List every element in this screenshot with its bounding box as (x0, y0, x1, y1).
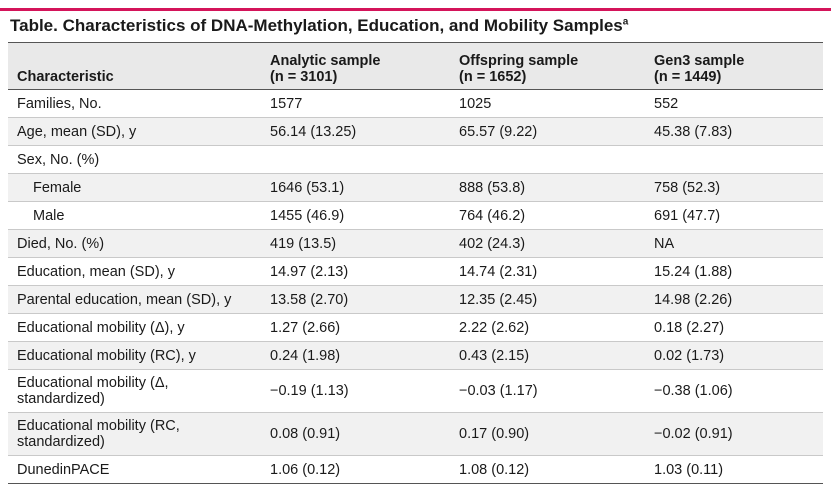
row-label: Education, mean (SD), y (17, 263, 175, 280)
cell-offspring: 402 (24.3) (459, 235, 526, 252)
table-row: Educational mobility (RC, standardized) … (8, 413, 823, 456)
accent-rule (0, 8, 831, 11)
cell-gen3 (654, 146, 819, 173)
cell-gen3: 15.24 (1.88) (654, 263, 733, 280)
table-row: Educational mobility (RC), y 0.24 (1.98)… (8, 342, 823, 370)
row-label: Male (33, 207, 65, 224)
row-label: Educational mobility (Δ, standardized) (17, 375, 169, 407)
cell-gen3: 691 (47.7) (654, 207, 721, 224)
cell-offspring: 0.17 (0.90) (459, 426, 530, 442)
cell-analytic: 1455 (46.9) (270, 207, 345, 224)
cell-analytic: −0.19 (1.13) (270, 383, 349, 399)
cell-gen3: 0.18 (2.27) (654, 319, 725, 336)
table-row: Sex, No. (%) (8, 146, 823, 174)
table-row: Educational mobility (Δ), y 1.27 (2.66) … (8, 314, 823, 342)
row-label: Female (33, 179, 82, 196)
cell-analytic (270, 146, 450, 173)
cell-offspring: 764 (46.2) (459, 207, 526, 224)
header-gen3-sample: Gen3 sample (n = 1449) (654, 53, 745, 85)
table-row: Education, mean (SD), y 14.97 (2.13) 14.… (8, 258, 823, 286)
row-label: Died, No. (%) (17, 235, 105, 252)
table-row: Male 1455 (46.9) 764 (46.2) 691 (47.7) (8, 202, 823, 230)
cell-gen3: 45.38 (7.83) (654, 123, 733, 140)
cell-gen3: 14.98 (2.26) (654, 291, 733, 308)
cell-offspring (459, 146, 639, 173)
row-label: Age, mean (SD), y (17, 123, 137, 140)
cell-offspring: 12.35 (2.45) (459, 291, 538, 308)
table-row: Families, No. 1577 1025 552 (8, 90, 823, 118)
cell-offspring: 14.74 (2.31) (459, 263, 538, 280)
cell-analytic: 1.27 (2.66) (270, 319, 341, 336)
cell-analytic: 14.97 (2.13) (270, 263, 349, 280)
cell-analytic: 1646 (53.1) (270, 179, 345, 196)
cell-offspring: −0.03 (1.17) (459, 383, 538, 399)
row-label: Sex, No. (%) (17, 151, 100, 168)
cell-gen3: −0.38 (1.06) (654, 383, 733, 399)
cell-gen3: 758 (52.3) (654, 179, 721, 196)
header-offspring-sample: Offspring sample (n = 1652) (459, 53, 579, 85)
row-label: Educational mobility (RC), y (17, 347, 196, 364)
cell-offspring: 2.22 (2.62) (459, 319, 530, 336)
table-row: Age, mean (SD), y 56.14 (13.25) 65.57 (9… (8, 118, 823, 146)
title-divider (8, 42, 823, 43)
row-label: Educational mobility (Δ), y (17, 319, 185, 336)
cell-analytic: 0.08 (0.91) (270, 426, 341, 442)
table-header: Characteristic Analytic sample (n = 3101… (8, 43, 823, 90)
table-title: Table. Characteristics of DNA-Methylatio… (10, 16, 629, 35)
cell-offspring: 65.57 (9.22) (459, 123, 538, 140)
cell-analytic: 419 (13.5) (270, 235, 337, 252)
table-row: Parental education, mean (SD), y 13.58 (… (8, 286, 823, 314)
cell-gen3: 552 (654, 95, 679, 112)
cell-offspring: 1.08 (0.12) (459, 461, 530, 478)
cell-gen3: NA (654, 235, 675, 252)
cell-gen3: −0.02 (0.91) (654, 426, 733, 442)
cell-offspring: 0.43 (2.15) (459, 347, 530, 364)
cell-gen3: 1.03 (0.11) (654, 461, 724, 478)
cell-offspring: 1025 (459, 95, 492, 112)
table-row: Female 1646 (53.1) 888 (53.8) 758 (52.3) (8, 174, 823, 202)
cell-offspring: 888 (53.8) (459, 179, 526, 196)
cell-analytic: 1.06 (0.12) (270, 461, 341, 478)
row-label: DunedinPACE (17, 461, 110, 478)
row-label: Parental education, mean (SD), y (17, 291, 232, 308)
table-body: Families, No. 1577 1025 552 Age, mean (S… (8, 90, 823, 484)
header-analytic-sample: Analytic sample (n = 3101) (270, 53, 381, 85)
row-label: Educational mobility (RC, standardized) (17, 418, 180, 450)
header-characteristic: Characteristic (17, 69, 114, 85)
table-row: DunedinPACE 1.06 (0.12) 1.08 (0.12) 1.03… (8, 456, 823, 484)
table-row: Educational mobility (Δ, standardized) −… (8, 370, 823, 413)
cell-analytic: 1577 (270, 95, 303, 112)
cell-analytic: 0.24 (1.98) (270, 347, 341, 364)
cell-analytic: 13.58 (2.70) (270, 291, 349, 308)
table-row: Died, No. (%) 419 (13.5) 402 (24.3) NA (8, 230, 823, 258)
title-footnote-marker: a (622, 16, 629, 28)
row-label: Families, No. (17, 95, 102, 112)
cell-analytic: 56.14 (13.25) (270, 123, 357, 140)
cell-gen3: 0.02 (1.73) (654, 347, 725, 364)
